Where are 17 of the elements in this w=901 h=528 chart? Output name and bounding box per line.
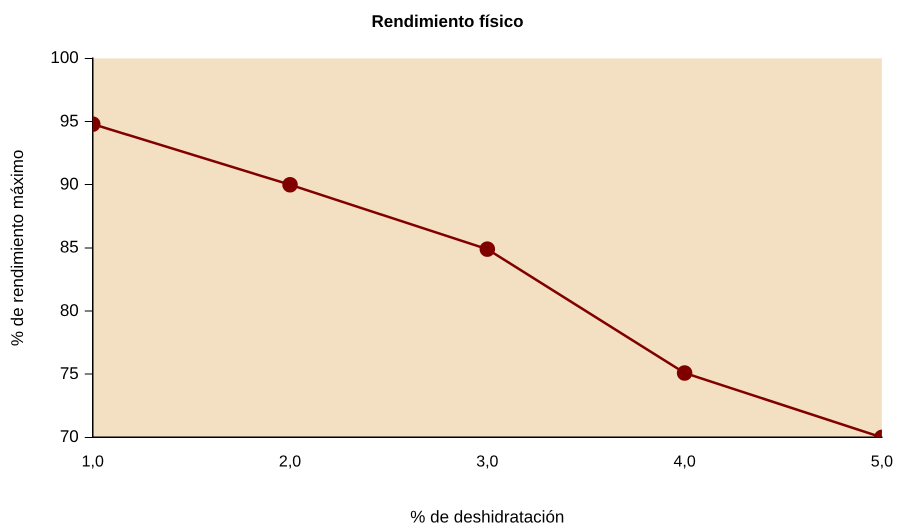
y-tick-label: 80 (60, 300, 79, 320)
x-tick-label: 2,0 (278, 453, 302, 470)
x-axis-title: % de deshidratación (410, 507, 564, 526)
x-tick-label: 5,0 (870, 453, 894, 470)
y-tick-label: 85 (60, 238, 79, 257)
x-tick-label: 4,0 (673, 453, 696, 470)
y-tick-label: 100 (50, 48, 79, 68)
chart-title: Rendimiento físico (371, 12, 524, 31)
y-tick-label: 95 (60, 111, 79, 130)
x-tick-label: 1,0 (82, 453, 104, 470)
y-axis-title: % de rendimiento máximo (8, 150, 27, 346)
point (480, 241, 496, 257)
y-tick-label: 70 (60, 427, 79, 446)
x-tick-label: 3,0 (476, 453, 499, 470)
point (676, 365, 692, 381)
y-tick-label: 90 (60, 174, 79, 194)
y-tick-label: 75 (60, 364, 79, 383)
